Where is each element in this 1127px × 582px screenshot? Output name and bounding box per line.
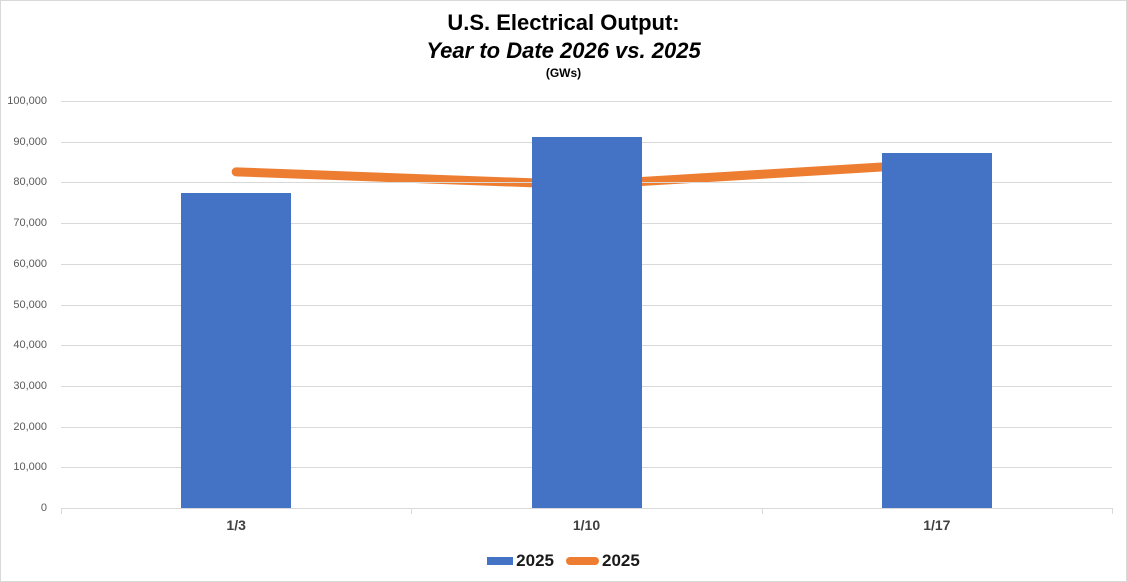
y-axis-tick-label: 10,000 — [13, 461, 47, 474]
y-axis-tick-label: 50,000 — [13, 298, 47, 311]
x-axis-tick-mark — [761, 508, 763, 514]
y-axis-tick-label: 60,000 — [13, 257, 47, 270]
bar-series-swatch-icon — [487, 557, 514, 565]
legend-item-bar-series: 2025 — [487, 551, 554, 571]
y-axis-tick-label: 80,000 — [13, 176, 47, 189]
chart-title: U.S. Electrical Output: — [447, 10, 680, 35]
gridline-y-0 — [61, 508, 1112, 509]
y-axis-tick-label: 0 — [40, 502, 47, 514]
bar-1/10 — [531, 136, 642, 508]
y-axis-tick-label: 40,000 — [13, 339, 47, 352]
y-axis-tick-label: 100,000 — [7, 95, 47, 107]
bar-1/3 — [181, 192, 292, 508]
x-axis-tick-mark — [411, 508, 413, 514]
legend-label-bar-series: 2025 — [516, 551, 554, 570]
legend: 2025 2025 — [1, 551, 1126, 571]
legend-label-line-series: 2025 — [602, 551, 640, 570]
x-axis-tick-mark — [61, 508, 62, 514]
line-series-swatch-icon — [566, 557, 599, 565]
x-axis-category-label: 1/3 — [226, 517, 246, 533]
chart-units-label: (GWs) — [545, 66, 582, 81]
y-axis-tick-label: 30,000 — [13, 379, 47, 392]
x-axis-tick-mark — [1112, 508, 1113, 514]
chart-subtitle: Year to Date 2026 vs. 2025 — [426, 37, 701, 63]
bar-1/17 — [881, 152, 992, 508]
gridline-y-100000 — [61, 101, 1112, 102]
chart-title-block: U.S. Electrical Output: Year to Date 202… — [1, 9, 1126, 82]
y-axis-tick-label: 90,000 — [13, 135, 47, 148]
x-axis-category-label: 1/10 — [572, 517, 601, 533]
y-axis-tick-label: 70,000 — [13, 217, 47, 230]
legend-item-line-series: 2025 — [566, 551, 640, 571]
y-axis-tick-label: 20,000 — [13, 420, 47, 433]
x-axis-category-label: 1/17 — [923, 517, 951, 533]
